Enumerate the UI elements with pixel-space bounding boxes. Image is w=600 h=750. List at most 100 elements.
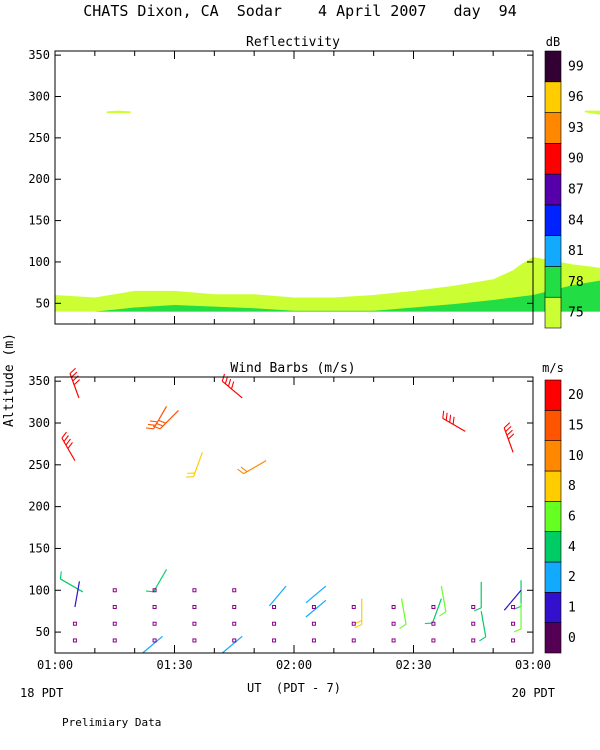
calm-wind-point bbox=[232, 605, 237, 609]
calm-wind-point bbox=[351, 638, 356, 643]
wind-barb-staff bbox=[69, 373, 80, 399]
calm-wind-point bbox=[471, 621, 476, 626]
refl-colorbar-swatch bbox=[544, 50, 562, 83]
refl-colorbar-swatch bbox=[544, 296, 562, 329]
wind-barb-feather bbox=[152, 425, 161, 430]
refl-colorbar-label: 75 bbox=[568, 306, 584, 321]
wind-y-tick-label: 250 bbox=[28, 458, 50, 472]
refl-colorbar-swatch bbox=[544, 112, 562, 144]
calm-wind-point bbox=[471, 638, 476, 643]
wind-barb bbox=[442, 410, 466, 432]
wind-barb-feather bbox=[354, 620, 362, 625]
calm-wind-point bbox=[152, 605, 157, 609]
refl-y-tick-label: 300 bbox=[28, 90, 50, 104]
wind-barb-staff bbox=[192, 452, 203, 477]
calm-wind-point bbox=[391, 621, 396, 626]
wind-colorbar-swatch bbox=[544, 379, 562, 411]
calm-wind-point bbox=[272, 638, 277, 643]
wind-y-tick-label: 350 bbox=[28, 374, 50, 388]
wind-colorbar-unit: m/s bbox=[542, 361, 564, 375]
calm-wind-point bbox=[431, 621, 436, 626]
wind-barb-feather bbox=[227, 378, 232, 387]
wind-barb-staff bbox=[153, 405, 168, 430]
calm-wind-point bbox=[112, 621, 117, 626]
wind-barb-feather bbox=[452, 416, 455, 425]
wind-speed-colorbar: 0 1 2 4 6 8 10 15 20 bbox=[544, 379, 584, 654]
wind-barb-feather bbox=[505, 425, 512, 433]
wind-barb-staff bbox=[431, 598, 442, 624]
wind-barb-feather bbox=[147, 423, 156, 426]
refl-colorbar-label: 90 bbox=[568, 152, 584, 167]
wind-barb-feather bbox=[507, 433, 515, 440]
x-tick-label: 03:00 bbox=[515, 658, 551, 672]
wind-barb-feather bbox=[149, 420, 158, 423]
refl-colorbar-label: 84 bbox=[568, 213, 584, 228]
wind-barb-staff bbox=[400, 598, 407, 625]
wind-barb-feather bbox=[63, 435, 69, 442]
wind-colorbar-label: 20 bbox=[568, 388, 584, 403]
calm-wind-point bbox=[192, 638, 197, 643]
wind-barb-feather bbox=[69, 367, 76, 374]
wind-barb-feather bbox=[503, 422, 511, 429]
refl-colorbar-label: 78 bbox=[568, 275, 584, 290]
wind-barb bbox=[503, 422, 515, 453]
wind-barb-staff bbox=[142, 635, 163, 654]
wind-barb bbox=[61, 431, 76, 461]
refl-colorbar-swatch bbox=[544, 235, 562, 267]
wind-barb-marks bbox=[59, 367, 522, 654]
left-time-note: 18 PDT bbox=[20, 686, 63, 700]
wind-barb-feather bbox=[230, 381, 235, 390]
refl-colorbar-swatch bbox=[544, 173, 562, 206]
wind-barb bbox=[439, 585, 447, 617]
wind-barb-staff bbox=[442, 417, 466, 432]
refl-y-tick-label: 250 bbox=[28, 131, 50, 145]
reflectivity-fill-layer bbox=[55, 110, 600, 312]
wind-barb-staff bbox=[243, 460, 267, 475]
calm-wind-point bbox=[471, 605, 476, 609]
preliminary-data-note: Prelimiary Data bbox=[62, 716, 161, 729]
wind-barb bbox=[142, 635, 163, 654]
x-tick-label: 02:00 bbox=[276, 658, 312, 672]
reflectivity-layer-75 bbox=[106, 110, 131, 113]
wind-barb bbox=[145, 405, 168, 430]
wind-barb-feather bbox=[442, 410, 445, 419]
wind-barb bbox=[221, 635, 243, 654]
wind-barb-feather bbox=[449, 414, 452, 423]
wind-barb bbox=[479, 611, 487, 642]
reflectivity-title: Reflectivity bbox=[246, 35, 340, 50]
wind-barb-staff bbox=[305, 585, 327, 604]
calm-wind-point bbox=[232, 621, 237, 626]
wind-barb-feather bbox=[59, 571, 62, 580]
calm-wind-point bbox=[272, 605, 277, 609]
calm-wind-point bbox=[192, 605, 197, 609]
wind-barb-staff bbox=[153, 569, 168, 593]
reflectivity-plot-frame bbox=[54, 50, 534, 325]
x-tick-label: 01:00 bbox=[37, 658, 73, 672]
wind-colorbar-label: 15 bbox=[568, 419, 584, 434]
wind-barb bbox=[221, 373, 243, 399]
calm-wind-point bbox=[351, 605, 356, 609]
refl-colorbar-swatch bbox=[544, 204, 562, 236]
wind-colorbar-swatch bbox=[544, 470, 562, 502]
wind-barb bbox=[152, 410, 179, 430]
calm-wind-point bbox=[152, 638, 157, 643]
wind-barb bbox=[145, 569, 168, 593]
wind-barb-staff bbox=[159, 410, 179, 430]
wind-barb bbox=[503, 589, 522, 611]
wind-colorbar-swatch bbox=[544, 622, 562, 654]
wind-y-tick-label: 200 bbox=[28, 500, 50, 514]
wind-colorbar-label: 10 bbox=[568, 449, 584, 464]
calm-wind-point bbox=[391, 605, 396, 609]
wind-barb bbox=[474, 581, 482, 612]
wind-barb-staff bbox=[61, 437, 76, 461]
wind-barb-feather bbox=[70, 371, 78, 378]
wind-barb-staff bbox=[221, 635, 243, 654]
calm-wind-point bbox=[72, 638, 77, 643]
wind-barb bbox=[399, 598, 407, 629]
refl-colorbar-label: 93 bbox=[568, 121, 584, 136]
calm-wind-point bbox=[112, 588, 117, 593]
calm-wind-point bbox=[232, 588, 237, 593]
wind-barb-feather bbox=[73, 379, 81, 386]
refl-colorbar-swatch bbox=[544, 143, 562, 175]
wind-barb-feather bbox=[439, 611, 447, 617]
